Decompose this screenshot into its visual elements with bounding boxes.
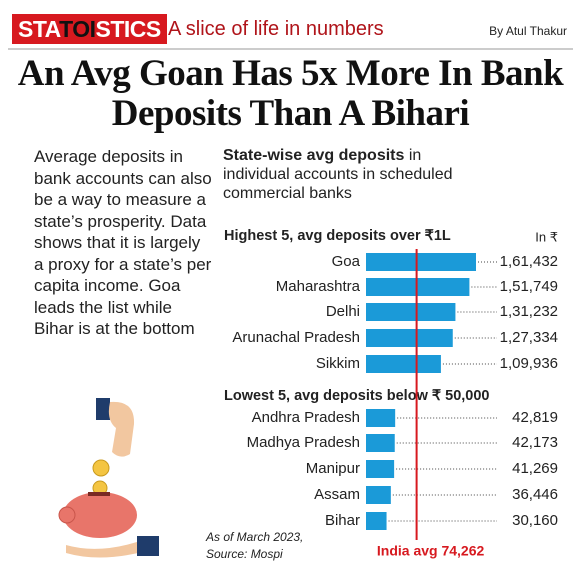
value-label: 1,31,232 (500, 303, 558, 320)
category-label: Andhra Pradesh (252, 409, 360, 426)
bar (366, 278, 470, 296)
category-label: Delhi (326, 303, 360, 320)
bar (366, 512, 387, 530)
illustration (58, 398, 159, 558)
byline: By Atul Thakur (489, 24, 567, 38)
bar (366, 486, 391, 504)
value-label: 30,160 (512, 512, 558, 529)
section-title: Lowest 5, avg deposits below ₹ 50,000 (224, 388, 489, 404)
tagline: A slice of life in numbers (168, 18, 384, 40)
category-label: Manipur (306, 460, 360, 477)
value-label: 1,09,936 (500, 355, 558, 372)
category-label: Arunachal Pradesh (232, 329, 360, 346)
value-label: 1,27,334 (500, 329, 558, 346)
category-label: Bihar (325, 512, 360, 529)
category-label: Maharashtra (276, 278, 361, 295)
category-label: Madhya Pradesh (247, 434, 360, 451)
bar (366, 460, 395, 478)
bar (366, 253, 476, 271)
value-label: 42,819 (512, 409, 558, 426)
chart-heading: State-wise avg deposits in individual ac… (223, 146, 483, 203)
section-title: Highest 5, avg deposits over ₹1L (224, 228, 451, 244)
bar (366, 355, 441, 373)
bar (366, 303, 456, 321)
value-label: 36,446 (512, 486, 558, 503)
chart-heading-rest: in individual accounts in scheduled comm… (223, 147, 453, 202)
bar (366, 409, 396, 427)
bar (366, 329, 453, 347)
note: Source: Mospi (206, 547, 283, 561)
category-label: Sikkim (316, 355, 360, 372)
body-text: Average deposits in bank accounts can al… (34, 147, 212, 338)
brand-part: STICS (95, 16, 162, 42)
value-label: 1,51,749 (500, 278, 558, 295)
bar (366, 434, 395, 452)
headline: An Avg Goan Has 5x More In Bank Deposits… (17, 53, 564, 134)
brand-part: TOI (59, 16, 96, 42)
value-label: 1,61,432 (500, 253, 558, 270)
category-label: Goa (332, 253, 361, 270)
brand-part: STA (18, 16, 60, 42)
unit-label: In ₹ (535, 229, 558, 244)
chart-heading-bold: State-wise avg deposits (223, 147, 405, 164)
category-label: Assam (314, 486, 360, 503)
value-label: 42,173 (512, 434, 558, 451)
note: As of March 2023, (205, 530, 303, 544)
value-label: 41,269 (512, 460, 558, 477)
brand: STATOISTICS (12, 14, 167, 44)
reference-label: India avg 74,262 (377, 543, 485, 559)
